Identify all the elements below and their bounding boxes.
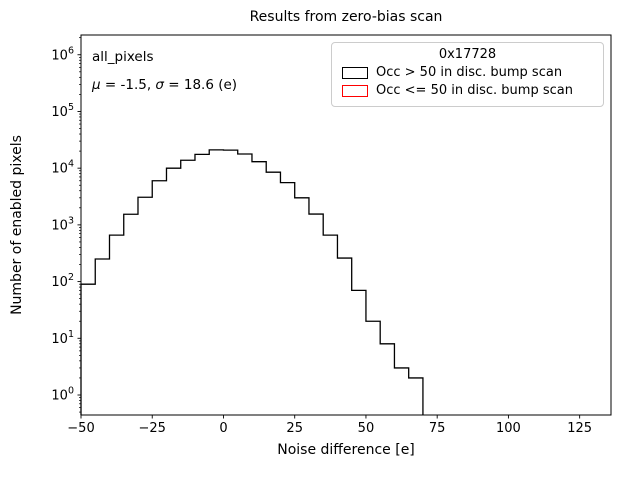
svg-text:75: 75 [429, 421, 446, 436]
svg-text:100: 100 [496, 421, 521, 436]
legend-entry-occ-gt-50: Occ > 50 in disc. bump scan [342, 65, 603, 80]
svg-text:102: 102 [51, 272, 74, 290]
svg-text:−25: −25 [139, 421, 166, 436]
svg-text:−50: −50 [67, 421, 94, 436]
legend-swatch-black-icon [342, 66, 368, 79]
legend-label-occ-le-50: Occ <= 50 in disc. bump scan [376, 83, 573, 98]
y-axis-ticks: 100 101 102 103 104 105 106 [51, 45, 81, 404]
mu-value: = -1.5, [100, 77, 156, 93]
svg-text:125: 125 [567, 421, 592, 436]
y-axis-label: Number of enabled pixels [9, 135, 25, 315]
histogram-step-0 [80, 149, 424, 415]
x-axis-label: Noise difference [e] [277, 442, 415, 458]
svg-text:25: 25 [286, 421, 303, 436]
svg-text:103: 103 [51, 215, 74, 233]
annotation-stats: μ = -1.5, σ = 18.6 (e) [92, 77, 237, 93]
chart-title: Results from zero-bias scan [249, 9, 443, 25]
annotation-dataset-name: all_pixels [92, 49, 154, 65]
legend-label-occ-gt-50: Occ > 50 in disc. bump scan [376, 65, 563, 80]
svg-text:100: 100 [51, 386, 74, 404]
legend-title: 0x17728 [438, 47, 497, 62]
legend: 0x17728 Occ > 50 in disc. bump scan Occ … [331, 42, 604, 107]
svg-text:50: 50 [358, 421, 375, 436]
svg-text:104: 104 [51, 159, 74, 177]
svg-text:106: 106 [51, 45, 74, 63]
x-axis-ticks: −50 −25 0 25 50 75 100 125 [67, 415, 592, 436]
svg-text:105: 105 [51, 102, 74, 120]
mu-symbol: μ [92, 77, 101, 93]
svg-text:0: 0 [219, 421, 227, 436]
svg-text:101: 101 [51, 329, 74, 347]
legend-entry-occ-le-50: Occ <= 50 in disc. bump scan [342, 83, 603, 98]
sigma-symbol: σ [155, 77, 164, 93]
sigma-value: = 18.6 (e) [163, 77, 238, 93]
legend-swatch-red-icon [342, 84, 368, 97]
